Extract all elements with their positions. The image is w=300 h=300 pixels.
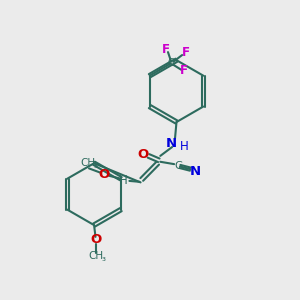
Text: F: F — [162, 43, 170, 56]
Text: F: F — [180, 64, 188, 77]
Text: H: H — [119, 174, 128, 188]
Text: CH: CH — [88, 251, 103, 261]
Text: O: O — [98, 168, 110, 181]
Text: ₃: ₃ — [94, 160, 98, 170]
Text: O: O — [90, 233, 101, 246]
Text: CH: CH — [80, 158, 95, 167]
Text: C: C — [175, 160, 182, 171]
Text: O: O — [137, 148, 148, 161]
Text: F: F — [182, 46, 190, 59]
Text: ₃: ₃ — [102, 254, 106, 263]
Text: N: N — [190, 165, 201, 178]
Text: C: C — [168, 58, 174, 68]
Text: N: N — [166, 137, 177, 150]
Text: H: H — [180, 140, 189, 153]
